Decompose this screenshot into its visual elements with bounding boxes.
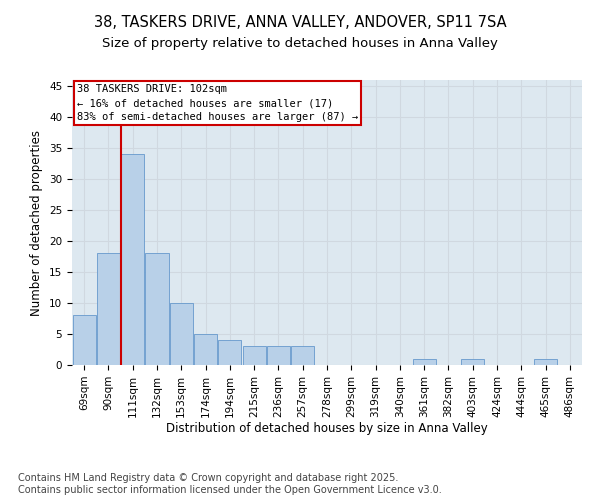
Text: 38, TASKERS DRIVE, ANNA VALLEY, ANDOVER, SP11 7SA: 38, TASKERS DRIVE, ANNA VALLEY, ANDOVER,…: [94, 15, 506, 30]
Bar: [145, 254, 169, 365]
Text: Contains HM Land Registry data © Crown copyright and database right 2025.
Contai: Contains HM Land Registry data © Crown c…: [18, 474, 442, 495]
Bar: [121, 154, 144, 365]
Bar: [170, 303, 193, 365]
Bar: [218, 340, 241, 365]
Bar: [242, 346, 266, 365]
Bar: [194, 334, 217, 365]
Bar: [97, 254, 120, 365]
Bar: [291, 346, 314, 365]
Bar: [413, 359, 436, 365]
Y-axis label: Number of detached properties: Number of detached properties: [31, 130, 43, 316]
X-axis label: Distribution of detached houses by size in Anna Valley: Distribution of detached houses by size …: [166, 422, 488, 436]
Text: Size of property relative to detached houses in Anna Valley: Size of property relative to detached ho…: [102, 38, 498, 51]
Bar: [461, 359, 484, 365]
Bar: [267, 346, 290, 365]
Bar: [534, 359, 557, 365]
Bar: [73, 316, 95, 365]
Text: 38 TASKERS DRIVE: 102sqm
← 16% of detached houses are smaller (17)
83% of semi-d: 38 TASKERS DRIVE: 102sqm ← 16% of detach…: [77, 84, 358, 122]
